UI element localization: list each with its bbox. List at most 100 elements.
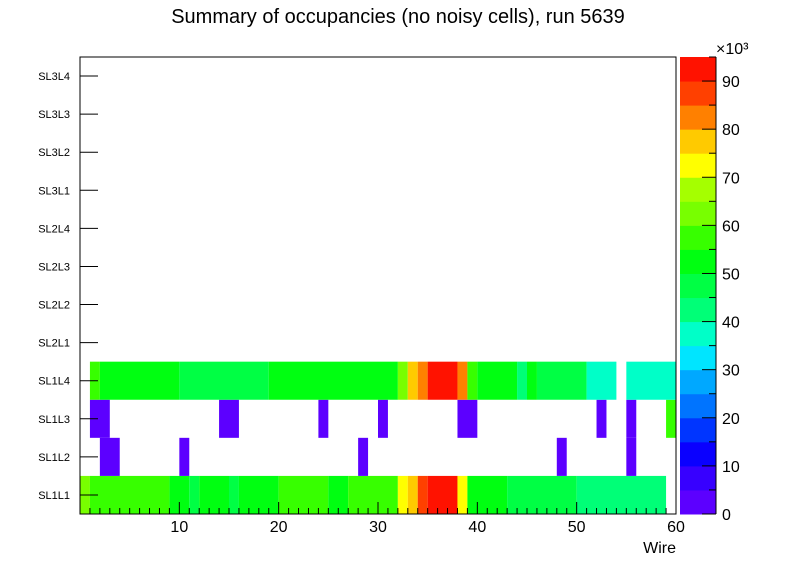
y-tick-label: SL3L3: [38, 109, 70, 121]
heatmap-cell-sl1l1: [407, 475, 418, 514]
heatmap-cell-sl1l3: [596, 399, 607, 438]
heatmap-cell-sl1l4: [517, 361, 527, 400]
heatmap-cell-sl1l1: [328, 475, 349, 514]
colorbar-swatch: [680, 321, 716, 347]
y-tick-label: SL3L1: [38, 185, 70, 197]
heatmap-cell-sl1l4: [626, 361, 676, 400]
colorbar-swatch: [680, 441, 716, 467]
colorbar-tick-label: 20: [722, 411, 740, 428]
heatmap-cell-sl1l1: [576, 475, 667, 514]
heatmap-cell-sl1l4: [467, 361, 478, 400]
colorbar-tick-label: 0: [722, 507, 731, 524]
colorbar-swatch: [680, 417, 716, 443]
colorbar-tick-label: 30: [722, 363, 740, 380]
heatmap-cell-sl1l1: [417, 475, 428, 514]
y-tick-label: SL1L1: [38, 490, 70, 502]
heatmap-cell-sl1l1: [467, 475, 508, 514]
colorbar-swatch: [680, 129, 716, 154]
colorbar-swatch: [680, 201, 716, 226]
colorbar-swatch: [680, 105, 716, 130]
heatmap-cell-sl1l3: [318, 399, 329, 438]
heatmap-cell-sl1l1: [89, 475, 170, 514]
y-axis: SL1L1 SL1L2 SL1L3 SL1L4 SL2L1 SL2L2 SL2L3 SL2L4…: [38, 71, 98, 502]
x-axis-label: Wire: [643, 540, 676, 557]
heatmap-cell-sl1l1: [507, 475, 577, 514]
colorbar-tick-label: 60: [722, 218, 740, 235]
heatmap-cell-sl1l2: [358, 437, 369, 476]
colorbar-swatch: [680, 57, 716, 82]
x-tick-label: 30: [369, 519, 387, 536]
x-tick-label: 50: [568, 519, 586, 536]
heatmap-cell-sl1l4: [457, 361, 468, 400]
heatmap-cell-sl1l1: [278, 475, 329, 514]
colorbar-swatch: [680, 177, 716, 202]
colorbar-tick-label: 70: [722, 170, 740, 187]
heatmap-cell-sl1l3: [378, 399, 388, 438]
x-tick-label: 40: [468, 519, 486, 536]
colorbar-swatch: [680, 345, 716, 371]
heatmap-cell-sl1l4: [417, 361, 428, 400]
heatmap-cell-sl1l4: [427, 361, 458, 400]
y-tick-label: SL1L4: [38, 376, 70, 388]
heatmap-cell-sl1l1: [229, 475, 239, 514]
y-tick-label: SL2L1: [38, 338, 70, 350]
heatmap-cell-sl1l3: [219, 399, 239, 438]
heatmap-cell-sl1l1: [238, 475, 279, 514]
colorbar-swatch: [680, 369, 716, 395]
heatmap-cell-sl1l4: [99, 361, 180, 400]
heatmap-cell-sl1l1: [199, 475, 229, 514]
heatmap-cell-sl1l1: [427, 475, 458, 514]
heatmap-cell-sl1l4: [527, 361, 537, 400]
heatmap-cells: [80, 361, 676, 514]
colorbar-swatch: [680, 81, 716, 106]
colorbar-multiplier: ×10³: [716, 41, 749, 58]
colorbar-swatch: [680, 465, 716, 491]
heatmap-cell-sl1l3: [666, 399, 676, 438]
heatmap-cell-sl1l3: [89, 399, 110, 438]
color-scale: 0 10 20 30 40 50 60 70 80 90: [680, 56, 740, 524]
colorbar-swatch: [680, 153, 716, 178]
plot-frame: [79, 56, 677, 515]
x-axis: 10 20 30 40 50 60: [89, 502, 685, 536]
colorbar-swatch: [680, 489, 716, 515]
y-tick-label: SL3L4: [38, 71, 70, 83]
heatmap-cell-sl1l1: [397, 475, 408, 514]
heatmap-cell-sl1l4: [477, 361, 518, 400]
colorbar-swatch: [680, 393, 716, 419]
heatmap-cell-sl1l1: [348, 475, 398, 514]
heatmap-cell-sl1l2: [179, 437, 190, 476]
heatmap-cell-sl1l1: [457, 475, 468, 514]
y-tick-label: SL2L3: [38, 261, 70, 273]
colorbar-tick-label: 90: [722, 74, 740, 91]
heatmap-cell-sl1l4: [586, 361, 617, 400]
heatmap-cell-sl1l4: [536, 361, 587, 400]
chart-title: Summary of occupancies (no noisy cells),…: [171, 6, 625, 28]
y-tick-label: SL2L4: [38, 223, 70, 235]
colorbar-swatch: [680, 297, 716, 323]
colorbar-tick-label: 80: [722, 122, 740, 139]
heatmap-cell-sl1l4: [397, 361, 408, 400]
heatmap-cell-sl1l4: [268, 361, 398, 400]
heatmap-cell-sl1l4: [407, 361, 418, 400]
y-tick-label: SL2L2: [38, 300, 70, 312]
colorbar-tick-label: 50: [722, 266, 740, 283]
heatmap-cell-sl1l2: [626, 437, 637, 476]
x-tick-label: 10: [170, 519, 188, 536]
x-tick-label: 60: [667, 519, 685, 536]
colorbar-swatch: [680, 273, 716, 299]
colorbar-swatch: [680, 249, 716, 274]
x-tick-label: 20: [270, 519, 288, 536]
colorbar-tick-label: 40: [722, 315, 740, 332]
colorbar-tick-label: 10: [722, 459, 740, 476]
heatmap-cell-sl1l2: [99, 437, 120, 476]
heatmap-cell-sl1l1: [169, 475, 190, 514]
heatmap-cell-sl1l4: [179, 361, 269, 400]
heatmap-cell-sl1l3: [457, 399, 478, 438]
heatmap-cell-sl1l3: [626, 399, 637, 438]
y-tick-label: SL1L2: [38, 452, 70, 464]
heatmap-cell-sl1l1: [189, 475, 200, 514]
colorbar-swatch: [680, 225, 716, 250]
heatmap-cell-sl1l2: [556, 437, 567, 476]
y-tick-label: SL3L2: [38, 147, 70, 159]
